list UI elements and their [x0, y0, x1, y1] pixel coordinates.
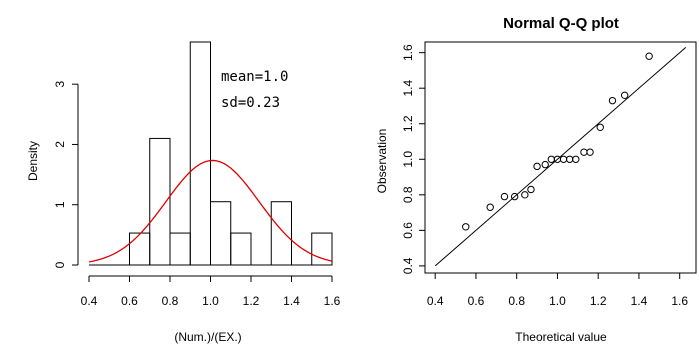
- qq-plot-frame: [424, 41, 697, 274]
- qq-x-tick-label: 1.4: [631, 294, 648, 308]
- histogram-y-tick-label: 3: [53, 81, 67, 88]
- mean-annotation: mean=1.0: [221, 69, 288, 85]
- histogram-x-tick-label: 0.8: [162, 294, 179, 308]
- qq-point: [500, 192, 509, 201]
- qq-y-tick-label: 1.2: [401, 115, 415, 132]
- qq-point: [527, 185, 535, 194]
- qq-x-tick-label: 1.2: [590, 294, 607, 308]
- histogram-bar: [149, 137, 171, 266]
- qq-x-axis: 0.4 0.6 0.8 1.0 1.2 1.4 1.6: [427, 273, 688, 308]
- qq-point: [533, 162, 541, 171]
- histogram-y-tick-label: 1: [53, 201, 67, 208]
- histogram-y-tick-label: 2: [53, 141, 67, 148]
- qq-x-label: Theoretical value: [515, 330, 607, 344]
- density-curve: [88, 159, 333, 263]
- qq-plot-panel: 0.4 0.6 0.8 1.0 1.2 1.4 1.6 0.4 0.6 0.8 1.0 1.2 1.4…: [375, 15, 697, 344]
- qq-y-tick-label: 1.0: [401, 151, 415, 168]
- qq-x-tick-label: 0.4: [427, 294, 444, 308]
- qq-y-label: Observation: [375, 129, 389, 194]
- qq-point: [596, 123, 604, 131]
- qq-y-tick-label: 0.8: [401, 186, 415, 203]
- qq-y-tick-label: 1.6: [401, 44, 415, 61]
- qq-point: [620, 91, 629, 100]
- qq-x-tick-label: 0.6: [468, 294, 485, 308]
- qq-x-tick-label: 0.8: [508, 294, 525, 308]
- qq-point: [510, 192, 519, 201]
- histogram-x-tick-label: 0.6: [121, 294, 138, 308]
- histogram-x-tick-label: 0.4: [81, 294, 98, 308]
- histogram-x-axis: 0.4 0.6 0.8 1.0 1.2 1.4 1.6: [81, 275, 341, 308]
- qq-point: [608, 96, 617, 105]
- qq-x-tick-label: 1.0: [549, 294, 566, 308]
- qq-point: [541, 160, 549, 169]
- qq-point: [586, 148, 594, 156]
- histogram-x-tick-label: 1.4: [283, 294, 300, 308]
- qq-point: [521, 191, 529, 199]
- histogram-bar: [230, 232, 252, 266]
- qq-plot-title: Normal Q-Q plot: [503, 15, 619, 32]
- qq-point: [547, 155, 556, 163]
- qq-point: [559, 155, 568, 163]
- qq-point: [580, 148, 588, 156]
- histogram-x-tick-label: 1.0: [202, 294, 219, 308]
- qq-y-tick-label: 1.4: [401, 80, 415, 97]
- qq-point: [572, 155, 580, 163]
- qq-reference-line: [434, 46, 687, 267]
- qq-points: [462, 52, 653, 231]
- qq-x-tick-label: 1.6: [671, 294, 688, 308]
- histogram-x-tick-label: 1.2: [243, 294, 260, 308]
- sd-annotation: sd=0.23: [221, 95, 280, 111]
- qq-y-tick-label: 0.4: [401, 257, 415, 274]
- qq-point: [462, 223, 470, 231]
- histogram-y-label: Density: [26, 141, 40, 181]
- histogram-panel: 0.4 0.6 0.8 1.0 1.2 1.4 1.6 0 1 2 3 mean=1.0 sd=0…: [26, 41, 341, 344]
- histogram-bar: [129, 232, 151, 266]
- qq-point: [486, 203, 494, 211]
- histogram-y-axis: 0 1 2 3: [53, 81, 79, 268]
- qq-point: [645, 52, 653, 60]
- histogram-bar: [210, 201, 232, 266]
- qq-point: [565, 155, 574, 163]
- histogram-bar: [169, 232, 191, 266]
- histogram-y-tick-label: 0: [53, 261, 67, 268]
- histogram-x-tick-label: 1.6: [324, 294, 341, 308]
- histogram-bar: [189, 41, 211, 266]
- qq-y-axis: 0.4 0.6 0.8 1.0 1.2 1.4 1.6: [401, 44, 425, 274]
- histogram-x-label: (Num.)/(EX.): [174, 330, 241, 344]
- qq-y-tick-label: 0.6: [401, 222, 415, 239]
- histogram-bar: [270, 201, 292, 266]
